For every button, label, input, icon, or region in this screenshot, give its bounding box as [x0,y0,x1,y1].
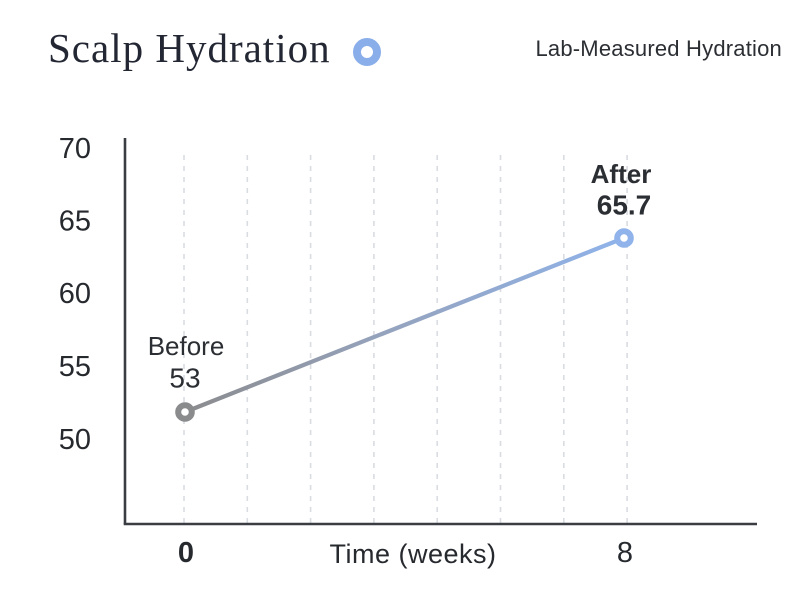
vertical-gridlines [183,155,628,523]
chart-header: Scalp Hydration Lab-Measured Hydration [0,0,800,100]
y-tick-60: 60 [59,278,91,310]
x-tick-0: 0 [178,537,194,569]
before-data-point-marker [175,402,195,422]
after-data-point-marker [614,228,634,248]
y-tick-55: 55 [59,351,91,383]
before-point-value: 53 [169,363,200,394]
y-tick-50: 50 [59,424,91,456]
y-tick-65: 65 [59,206,91,238]
before-point-label: Before [148,331,225,361]
page-title: Scalp Hydration [48,25,331,71]
hydration-trend-line [182,235,627,415]
x-axis-title: Time (weeks) [329,539,496,569]
y-tick-70: 70 [59,133,91,165]
legend-label: Lab-Measured Hydration [535,36,782,61]
donut-circle-icon [353,38,381,66]
x-tick-8: 8 [617,537,633,569]
after-point-label: After [591,159,652,189]
after-point-value: 65.7 [597,190,652,221]
